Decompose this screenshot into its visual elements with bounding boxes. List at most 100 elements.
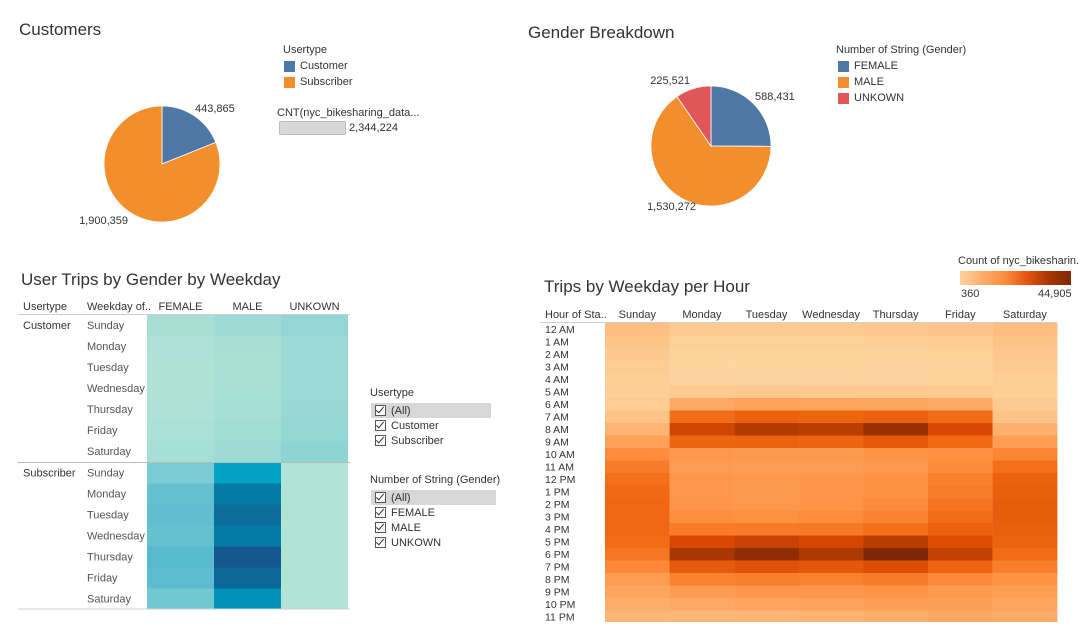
heatmap-cell-2-am-friday[interactable] [928,348,993,361]
heatmap-cell-5-pm-wednesday[interactable] [798,535,864,549]
heatmap-cell-6-pm-thursday[interactable] [863,548,929,561]
heatmap-cell-1-am-wednesday[interactable] [798,335,864,349]
heatmap-cell-6-am-wednesday[interactable] [798,398,864,411]
heatmap-cell-9-am-wednesday[interactable] [798,435,864,449]
checkbox-checked-icon[interactable] [375,537,386,548]
heatmap-cell-subscriber-thursday-female[interactable] [147,546,214,568]
pie-slice-female[interactable] [710,85,772,147]
heatmap-cell-customer-thursday-unkown[interactable] [281,399,348,420]
customers-pie-chart[interactable]: 443,865 1,900,359 [60,90,280,240]
filter-option-all[interactable]: (All) [371,490,496,505]
heatmap-cell-customer-friday-unkown[interactable] [281,420,348,441]
legend-item-subscriber[interactable]: Subscriber [284,74,353,90]
heatmap-cell-customer-monday-male[interactable] [214,336,281,357]
heatmap-cell-5-am-sunday[interactable] [605,385,670,399]
heatmap-cell-12-pm-friday[interactable] [928,473,993,486]
heatmap-cell-1-pm-saturday[interactable] [992,485,1058,499]
checkbox-checked-icon[interactable] [375,435,386,446]
heatmap-cell-8-am-sunday[interactable] [605,423,670,436]
heatmap-cell-7-pm-wednesday[interactable] [798,560,864,574]
heatmap-cell-customer-sunday-female[interactable] [147,315,214,336]
heatmap-cell-subscriber-monday-female[interactable] [147,483,214,505]
heatmap-cell-11-am-sunday[interactable] [605,460,670,474]
heatmap-cell-6-pm-tuesday[interactable] [734,548,799,561]
heatmap-cell-12-am-friday[interactable] [928,323,993,336]
heatmap-cell-2-am-saturday[interactable] [992,348,1058,361]
heatmap-cell-3-am-monday[interactable] [669,360,735,374]
heatmap-cell-subscriber-thursday-unkown[interactable] [281,546,348,568]
heatmap-cell-3-am-thursday[interactable] [863,360,929,374]
heatmap-cell-subscriber-wednesday-female[interactable] [147,525,214,547]
heatmap-cell-3-am-friday[interactable] [928,360,993,374]
heatmap-cell-subscriber-saturday-female[interactable] [147,588,214,610]
heatmap-cell-customer-friday-female[interactable] [147,420,214,441]
heatmap-cell-10-am-sunday[interactable] [605,448,670,461]
heatmap-cell-subscriber-tuesday-male[interactable] [214,504,281,526]
heatmap-cell-4-am-saturday[interactable] [992,373,1058,386]
heatmap-cell-8-pm-wednesday[interactable] [798,573,864,586]
heatmap-cell-2-pm-thursday[interactable] [863,498,929,511]
legend-item-unkown[interactable]: UNKOWN [838,90,904,106]
heatmap-cell-10-am-thursday[interactable] [863,448,929,461]
heatmap-cell-1-am-tuesday[interactable] [734,335,799,349]
pie-slice-unkown[interactable] [676,85,712,148]
heatmap-cell-8-am-friday[interactable] [928,423,993,436]
heatmap-cell-11-pm-tuesday[interactable] [734,610,799,623]
heatmap-cell-2-pm-tuesday[interactable] [734,498,799,511]
heatmap-cell-1-pm-thursday[interactable] [863,485,929,499]
heatmap-cell-3-am-tuesday[interactable] [734,360,799,374]
heatmap-cell-10-pm-saturday[interactable] [992,598,1058,611]
heatmap-cell-8-pm-saturday[interactable] [992,573,1058,586]
heatmap-cell-1-pm-tuesday[interactable] [734,485,799,499]
heatmap-cell-7-am-thursday[interactable] [863,410,929,424]
heatmap-cell-6-pm-monday[interactable] [669,548,735,561]
heatmap-cell-7-pm-thursday[interactable] [863,560,929,574]
heatmap-cell-subscriber-sunday-female[interactable] [147,462,214,484]
heatmap-cell-7-pm-saturday[interactable] [992,560,1058,574]
heatmap-cell-10-am-monday[interactable] [669,448,735,461]
heatmap-cell-9-am-monday[interactable] [669,435,735,449]
heatmap-cell-10-pm-tuesday[interactable] [734,598,799,611]
heatmap-cell-6-pm-saturday[interactable] [992,548,1058,561]
heatmap-cell-9-am-tuesday[interactable] [734,435,799,449]
filter-option-unkown[interactable]: UNKOWN [371,535,496,550]
heatmap-cell-9-pm-thursday[interactable] [863,585,929,599]
heatmap-cell-9-am-thursday[interactable] [863,435,929,449]
heatmap-cell-subscriber-friday-male[interactable] [214,567,281,589]
heatmap-cell-10-pm-monday[interactable] [669,598,735,611]
filter-option-all[interactable]: (All) [371,403,491,418]
heatmap-cell-customer-monday-female[interactable] [147,336,214,357]
heatmap-cell-1-am-friday[interactable] [928,335,993,349]
heatmap-cell-customer-saturday-unkown[interactable] [281,441,348,462]
heatmap-cell-5-am-friday[interactable] [928,385,993,399]
heatmap-cell-10-pm-friday[interactable] [928,598,993,611]
heatmap-cell-12-pm-sunday[interactable] [605,473,670,486]
heatmap-cell-10-pm-wednesday[interactable] [798,598,864,611]
heatmap-cell-customer-sunday-unkown[interactable] [281,315,348,336]
heatmap-cell-subscriber-thursday-male[interactable] [214,546,281,568]
heatmap-cell-6-am-sunday[interactable] [605,398,670,411]
heatmap-cell-4-pm-monday[interactable] [669,523,735,536]
heatmap-cell-11-am-friday[interactable] [928,460,993,474]
heatmap-cell-8-pm-friday[interactable] [928,573,993,586]
heatmap-cell-12-am-sunday[interactable] [605,323,670,336]
heatmap-cell-subscriber-friday-female[interactable] [147,567,214,589]
heatmap-cell-7-am-wednesday[interactable] [798,410,864,424]
heatmap-cell-customer-wednesday-female[interactable] [147,378,214,399]
heatmap-cell-8-pm-thursday[interactable] [863,573,929,586]
trips-gender-heatmap[interactable]: Usertype Weekday of.. FEMALE MALE UNKOWN Cust… [18,296,354,612]
heatmap-cell-12-pm-monday[interactable] [669,473,735,486]
heatmap-cell-2-am-monday[interactable] [669,348,735,361]
heatmap-cell-3-am-wednesday[interactable] [798,360,864,374]
heatmap-cell-customer-sunday-male[interactable] [214,315,281,336]
heatmap-cell-customer-thursday-female[interactable] [147,399,214,420]
heatmap-cell-3-am-saturday[interactable] [992,360,1058,374]
heatmap-cell-1-pm-friday[interactable] [928,485,993,499]
heatmap-cell-4-pm-saturday[interactable] [992,523,1058,536]
heatmap-cell-1-am-sunday[interactable] [605,335,670,349]
heatmap-cell-1-am-saturday[interactable] [992,335,1058,349]
heatmap-cell-1-pm-sunday[interactable] [605,485,670,499]
heatmap-cell-12-am-saturday[interactable] [992,323,1058,336]
heatmap-cell-8-am-tuesday[interactable] [734,423,799,436]
heatmap-cell-5-pm-friday[interactable] [928,535,993,549]
